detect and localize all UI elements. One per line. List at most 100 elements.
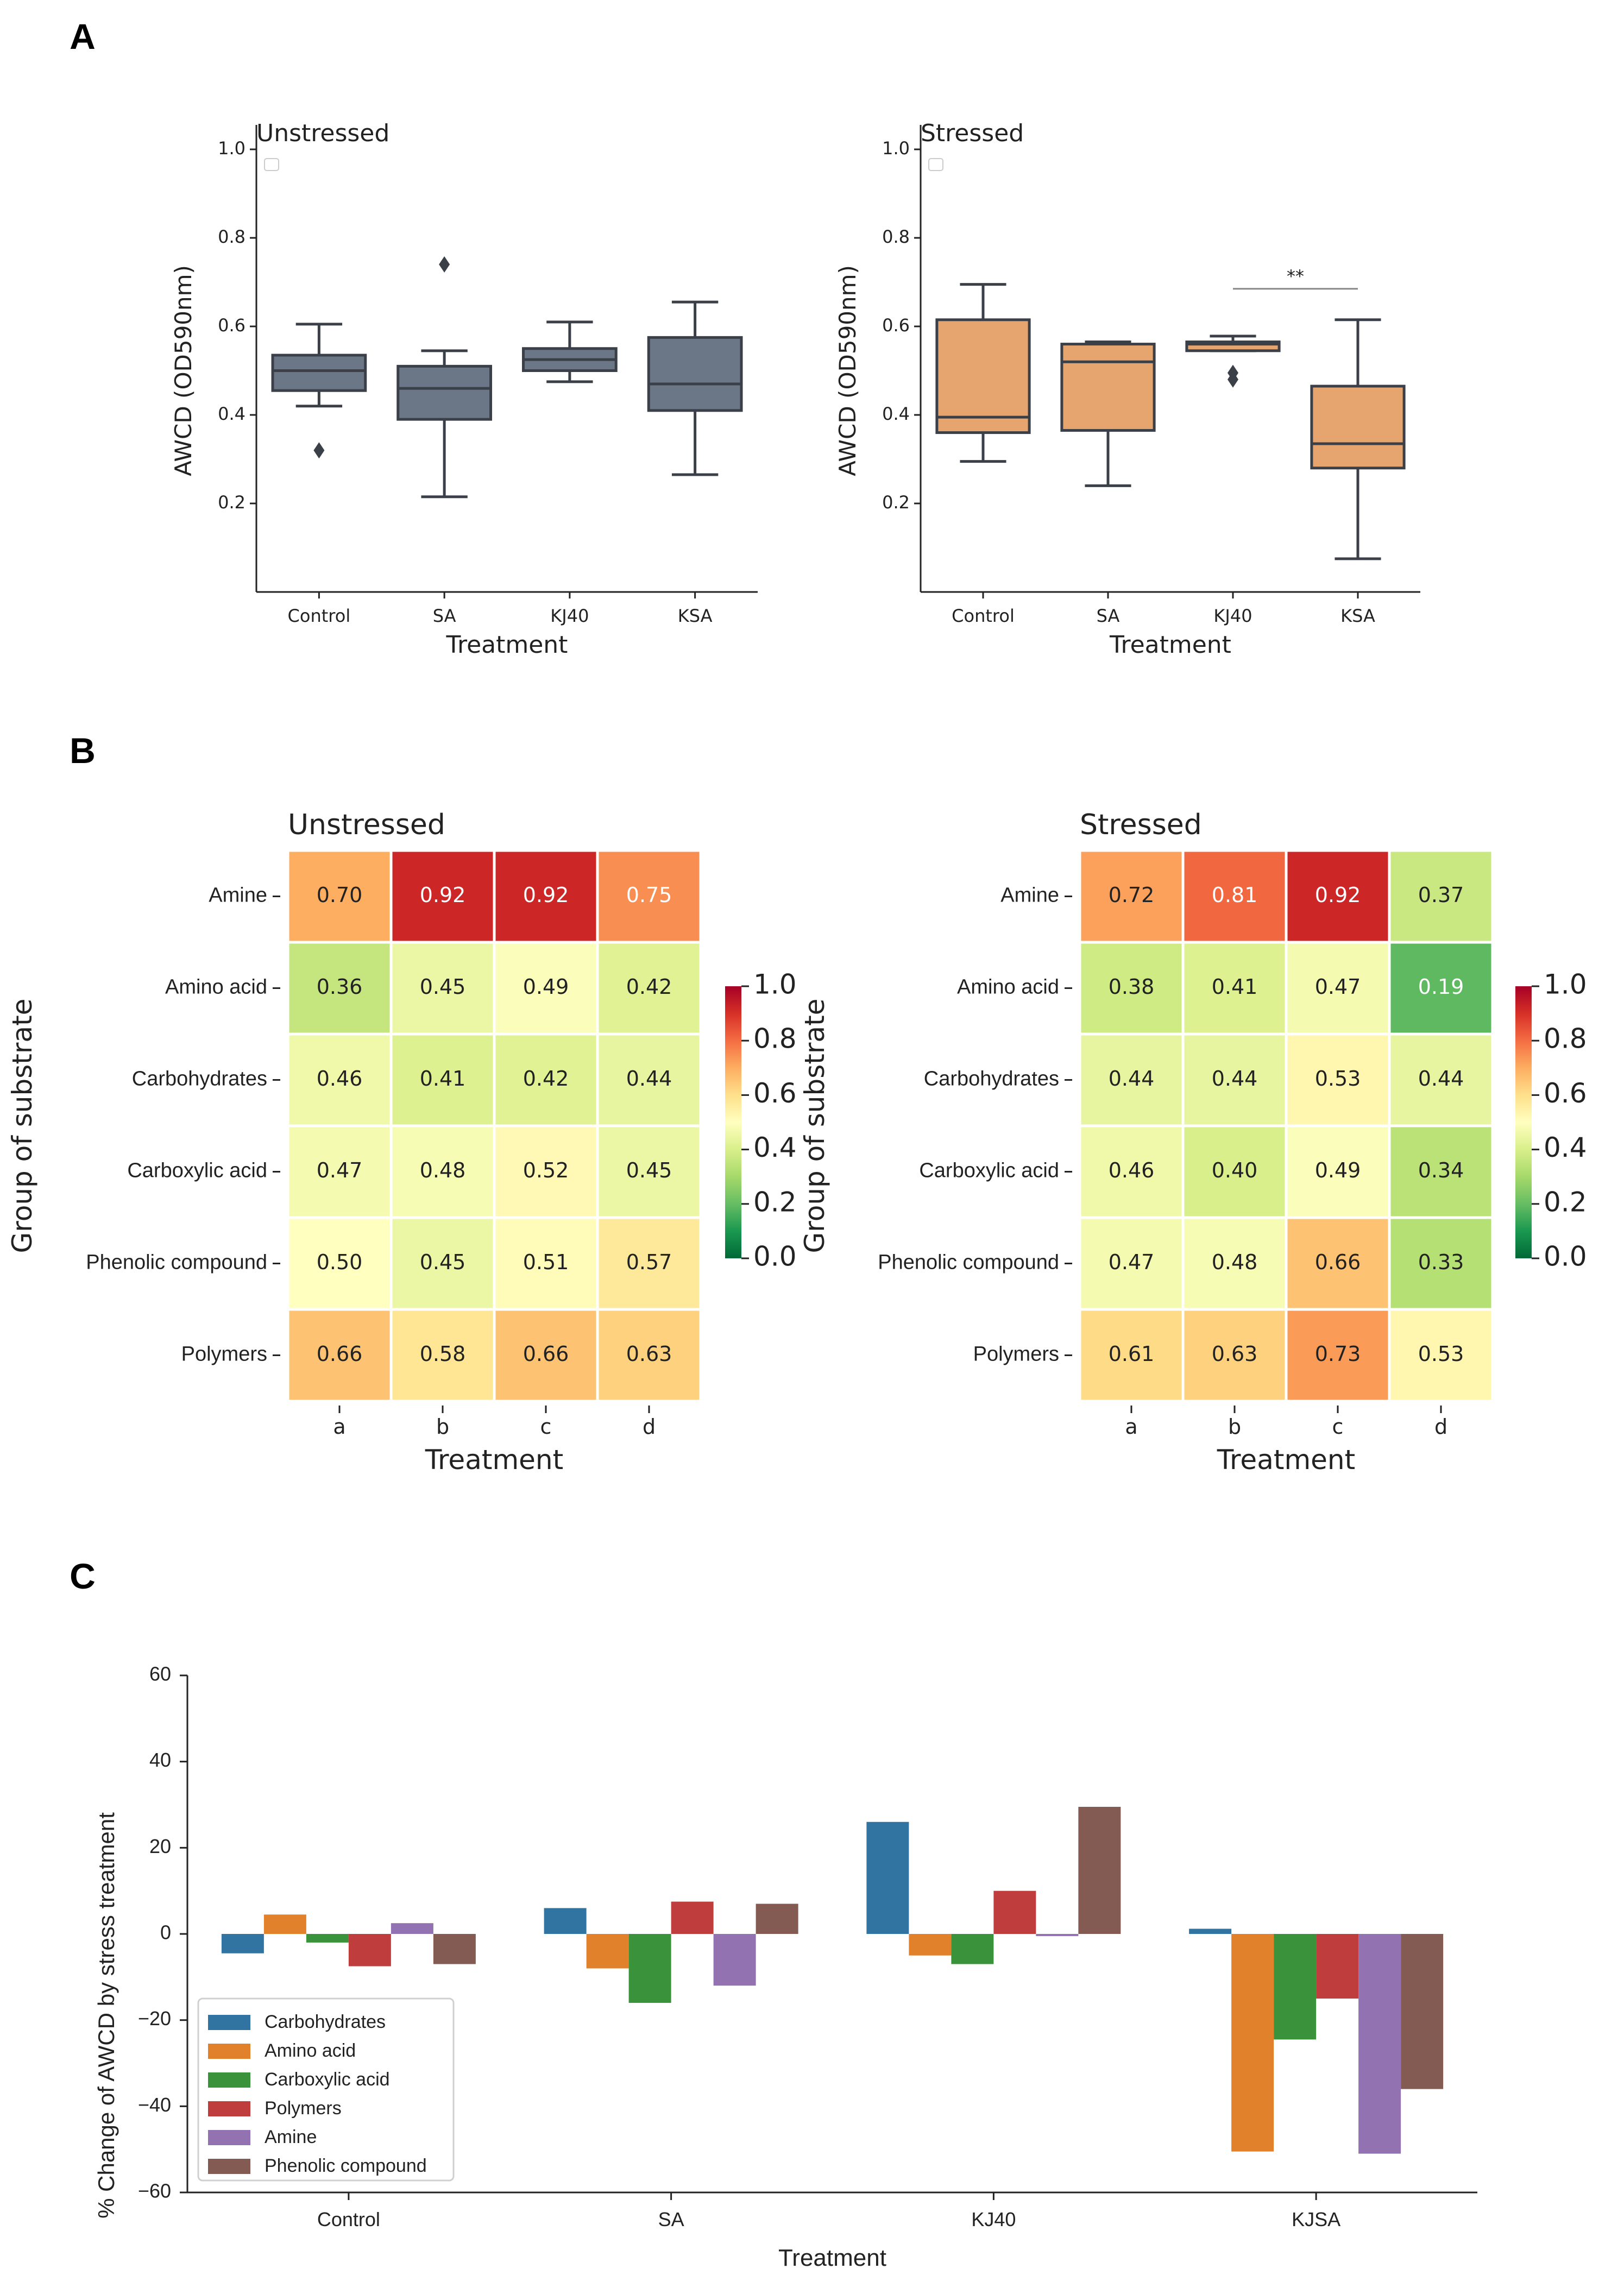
unstressed-box-ytick-label: 0.4 — [218, 404, 246, 424]
stressed-heat-cell — [1388, 1124, 1494, 1219]
unstressed-heat-cell — [286, 1032, 393, 1127]
bar-carboxylic-acid — [951, 1934, 994, 1964]
unstressed-heat-col-label: b — [436, 1415, 449, 1439]
stressed-box-xtick-label: SA — [1097, 606, 1120, 626]
stressed-heat-row-label: Amine — [1000, 884, 1059, 907]
unstressed-box-ylabel: AWCD (OD590nm) — [170, 265, 197, 476]
unstressed-box-box — [396, 364, 493, 421]
unstressed-heat-cell — [596, 1032, 702, 1127]
stressed-heat-cell — [1388, 849, 1494, 944]
stressed-heat-cell — [1181, 849, 1288, 944]
bar-amine — [1036, 1934, 1079, 1936]
stressed-heat-cell-value: 0.47 — [1315, 975, 1361, 999]
bar-phenolic-compound — [1401, 1934, 1444, 2089]
bar-legend-label: Phenolic compound — [265, 2156, 427, 2176]
unstressed-heat-row-label: Polymers — [181, 1343, 267, 1366]
unstressed-heat-cell-value: 0.36 — [317, 975, 363, 999]
stressed-heat-cell — [1388, 941, 1494, 1036]
stressed-box-ytick-label: 0.6 — [882, 315, 910, 336]
stressed-heat-cell-value: 0.46 — [1109, 1158, 1155, 1182]
unstressed-box-xtick-label: Control — [288, 606, 351, 626]
stressed-box-legend-empty — [928, 158, 943, 171]
bar-legend-swatch — [208, 2072, 250, 2088]
stressed-box-ytick-label: 0.2 — [882, 492, 910, 513]
unstressed-heat-row-label: Amine — [209, 884, 267, 907]
bar-ytick-label: −20 — [138, 2007, 171, 2030]
stressed-heat-cb-tick-label: 0.8 — [1544, 1023, 1587, 1055]
stressed-heat-cell-value: 0.53 — [1418, 1342, 1464, 1366]
stressed-box-ytick-label: 1.0 — [882, 138, 910, 159]
stressed-heat-cb-tick-label: 0.2 — [1544, 1186, 1587, 1218]
unstressed-box-xtick-label: KJ40 — [550, 606, 589, 626]
stressed-heat-cell-value: 0.48 — [1212, 1250, 1258, 1274]
bar-xtick-label: KJSA — [1292, 2208, 1340, 2230]
bar-carboxylic-acid — [306, 1934, 349, 1943]
stressed-heat-title: Stressed — [1080, 809, 1202, 841]
unstressed-heat-cell — [389, 849, 496, 944]
stressed-heat-cb-tick-label: 0.0 — [1544, 1241, 1587, 1272]
stressed-heat-cell-value: 0.33 — [1418, 1250, 1464, 1274]
stressed-heat-cell-value: 0.38 — [1109, 975, 1155, 999]
stressed-heat-cell-value: 0.37 — [1418, 883, 1464, 907]
stressed-heat-row-label: Amino acid — [957, 976, 1059, 999]
unstressed-heat-cell-value: 0.46 — [317, 1067, 363, 1091]
unstressed-heat-cell — [596, 941, 702, 1036]
bar-xtick-label: KJ40 — [971, 2208, 1016, 2230]
unstressed-box-title: Unstressed — [256, 119, 389, 147]
bar-ytick-label: −40 — [138, 2094, 171, 2116]
bar-legend-label: Amino acid — [265, 2040, 356, 2061]
bar-ytick-label: 20 — [149, 1835, 171, 1857]
unstressed-heat-cell — [389, 1124, 496, 1219]
stressed-heat-cb-tick-label: 0.4 — [1544, 1132, 1587, 1163]
stressed-heat-cell-value: 0.53 — [1315, 1067, 1361, 1091]
stressed-heat-cell-value: 0.44 — [1109, 1067, 1155, 1091]
unstressed-heat-cb-tick-label: 0.8 — [753, 1023, 797, 1055]
bar-xtick-label: Control — [317, 2208, 380, 2230]
stressed-heat-cell — [1388, 1032, 1494, 1127]
bar-legend-swatch — [208, 2044, 250, 2059]
unstressed-heat-cell-value: 0.45 — [420, 975, 466, 999]
stressed-heat-cell-value: 0.41 — [1212, 975, 1258, 999]
unstressed-heat-cell — [596, 849, 702, 944]
unstressed-heat-colorbar — [725, 986, 741, 1258]
unstressed-heat-cell-value: 0.57 — [626, 1250, 672, 1274]
stressed-heat-cell-value: 0.81 — [1212, 883, 1258, 907]
stressed-box-ylabel: AWCD (OD590nm) — [834, 265, 861, 476]
bar-phenolic-compound — [433, 1934, 476, 1964]
stressed-box-xlabel: Treatment — [1109, 631, 1231, 659]
bar-amino-acid — [909, 1934, 952, 1956]
unstressed-heat-cell — [286, 849, 393, 944]
unstressed-heat-cell-value: 0.48 — [420, 1158, 466, 1182]
unstressed-heat-cell-value: 0.92 — [523, 883, 569, 907]
unstressed-heat-cell-value: 0.52 — [523, 1158, 569, 1182]
stressed-box-xtick-label: KJ40 — [1213, 606, 1252, 626]
stressed-heat-cell — [1078, 1216, 1185, 1311]
stressed-heat-cell — [1181, 1124, 1288, 1219]
stressed-heat-cell — [1285, 1032, 1391, 1127]
stressed-heat-colorbar — [1515, 986, 1532, 1258]
bar-carboxylic-acid — [1274, 1934, 1317, 2040]
unstressed-heat-cell-value: 0.45 — [420, 1250, 466, 1274]
unstressed-heat-cell — [286, 1124, 393, 1219]
unstressed-heat-cell — [389, 1216, 496, 1311]
stressed-heat-cell-value: 0.66 — [1315, 1250, 1361, 1274]
bar-carbohydrates — [866, 1822, 909, 1934]
stressed-heat-cell-value: 0.44 — [1418, 1067, 1464, 1091]
bar-carbohydrates — [1189, 1929, 1232, 1934]
unstressed-heat-cell-value: 0.51 — [523, 1250, 569, 1274]
stressed-heat-cell-value: 0.47 — [1109, 1250, 1155, 1274]
stressed-heat-row-label: Polymers — [973, 1343, 1059, 1366]
unstressed-heat-cell — [389, 1032, 496, 1127]
bar-amine — [1358, 1934, 1401, 2154]
significance-label: ** — [1287, 266, 1304, 287]
stressed-heat-row-label: Carboxylic acid — [919, 1159, 1059, 1182]
unstressed-box-xtick-label: SA — [433, 606, 456, 626]
unstressed-heat-row-label: Carbohydrates — [132, 1068, 267, 1091]
bar-ytick-label: −60 — [138, 2180, 171, 2202]
bar-phenolic-compound — [1078, 1806, 1121, 1934]
stressed-box-xtick-label: KSA — [1340, 606, 1375, 626]
unstressed-heat-cb-tick-label: 0.2 — [753, 1186, 797, 1218]
stressed-box-ytick-label: 0.4 — [882, 404, 910, 424]
stressed-box-ytick-label: 0.8 — [882, 226, 910, 247]
